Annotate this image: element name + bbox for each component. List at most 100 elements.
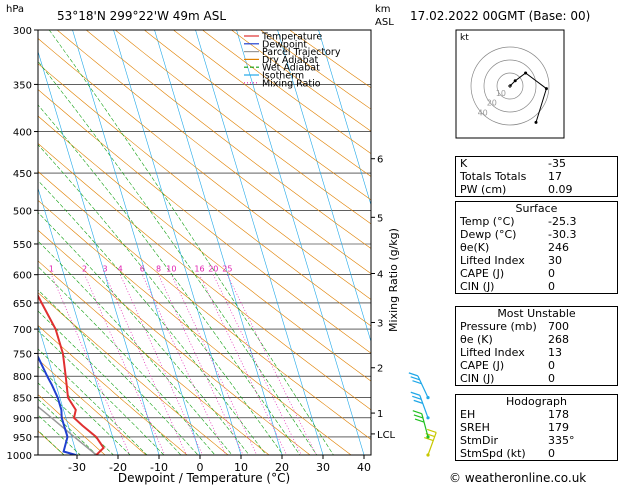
index-row: PW (cm) 0.09 (460, 183, 573, 196)
mixing-ratio-label: 10 (166, 265, 176, 274)
mixing-ratio-label: 4 (118, 265, 123, 274)
dry-adiabat-line (38, 115, 371, 382)
hodograph-ring-label: 40 (478, 108, 488, 117)
wind-barb-flag (424, 436, 434, 442)
mixing-ratio-label: 8 (156, 265, 161, 274)
surface-title: Surface (515, 202, 558, 215)
mu-row: CIN (J) 0 (460, 372, 555, 385)
mixing-ratio-line (171, 274, 258, 455)
mu-row: Pressure (mb) 700 (460, 320, 569, 333)
x-axis-label: Dewpoint / Temperature (°C) (118, 471, 290, 485)
mixing-ratio-line (141, 274, 227, 455)
mixing-ratio-label: 1 (49, 265, 54, 274)
legend-entry: Parcel Trajectory (262, 47, 341, 58)
isotherm-line (38, 187, 119, 455)
wet-adiabat-line (38, 240, 233, 455)
pressure-tick-label: 900 (13, 414, 32, 425)
height-tick-label: 6 (377, 155, 383, 166)
isotherm-line (277, 30, 371, 343)
dry-adiabat-line (85, 30, 371, 249)
wet-adiabat-line (38, 266, 216, 455)
profiles (38, 293, 105, 455)
dry-adiabat-line (38, 63, 371, 327)
legend-entry: Isotherm (262, 71, 304, 82)
hodograph-ring-label: 20 (487, 99, 497, 108)
wind-barb-flag (412, 380, 422, 385)
wind-barbs (408, 372, 437, 457)
surface-row: θe(K) 246 (460, 241, 569, 254)
pressure-tick-label: 1000 (7, 451, 32, 462)
pressure-tick-label: 400 (13, 128, 32, 139)
pressure-tick-label: 450 (13, 169, 32, 180)
dewpoint-line (38, 354, 77, 455)
hodo-row: StmDir 335° (460, 434, 575, 447)
height-tick-label: 4 (377, 270, 383, 281)
hodo-row: EH 178 (460, 408, 569, 421)
wind-barb-dot (426, 396, 430, 400)
hodograph-table: Hodograph EH 178 SREH 179 StmDir 335° StmSp… (455, 394, 618, 461)
mixing-ratio-label: 20 (208, 265, 218, 274)
dry-adiabat-line (38, 38, 371, 300)
wind-barb-flag (427, 428, 437, 434)
hodograph-ring (470, 46, 550, 126)
pressure-tick-label: 800 (13, 372, 32, 383)
index-row: K -35 (460, 157, 566, 170)
dry-adiabat-line (38, 292, 229, 455)
hodograph-ring (496, 72, 524, 100)
mixing-ratio-label: 25 (222, 265, 232, 274)
wet-adiabat-line (38, 211, 250, 455)
legend-entry: Mixing Ratio (262, 78, 321, 89)
wind-barb-flag (412, 395, 422, 400)
mixing-ratio-line (84, 274, 166, 455)
isotherm-line (236, 30, 365, 455)
dry-adiabat-line (38, 394, 106, 455)
copyright: © weatheronline.co.uk (449, 471, 587, 485)
mixing-ratio-label: 2 (82, 265, 87, 274)
wind-barb-flag (408, 372, 419, 377)
isotherm-line (38, 323, 78, 455)
hodograph-point (534, 120, 538, 124)
mixing-ratio-label: 3 (103, 265, 108, 274)
most-unstable-title: Most Unstable (497, 307, 576, 320)
dry-adiabat-line (172, 30, 371, 177)
wind-barb-flag (414, 418, 425, 423)
datetime-label: 17.02.2022 00GMT (Base: 00) (410, 9, 591, 23)
pressure-tick-label: 950 (13, 433, 32, 444)
temperature-tick-label: 30 (316, 461, 330, 474)
legend-entry: Dry Adiabat (262, 55, 319, 66)
wet-adiabat-line (38, 414, 81, 455)
dry-adiabat-line (38, 199, 352, 455)
surface-row: CIN (J) 0 (460, 280, 555, 293)
wind-barb-dot (426, 453, 430, 457)
hodograph-title: Hodograph (506, 395, 567, 408)
most-unstable-table: Most Unstable Pressure (mb) 700 θe (K) 268… (455, 306, 618, 386)
wind-barb-staff (427, 432, 437, 456)
surface-row: Temp (°C) -25.3 (460, 215, 577, 228)
height-tick-label: LCL (377, 430, 396, 441)
temperature-tick-label: 0 (197, 461, 204, 474)
dry-adiabat-line (38, 143, 371, 411)
temperature-tick-label: -20 (109, 461, 127, 474)
hodo-row: SREH 179 (460, 421, 569, 434)
mu-row: Lifted Index 13 (460, 346, 562, 359)
dry-adiabat-line (38, 358, 147, 455)
isotherm-line (38, 50, 160, 455)
mixing-ratio-label: 6 (140, 265, 145, 274)
hodo-row: StmSpd (kt) 0 (460, 447, 555, 460)
dry-adiabat-line (56, 30, 371, 275)
wind-barb-dot (426, 416, 430, 420)
height-tick-label: 3 (377, 318, 383, 329)
pressure-tick-label: 550 (13, 240, 32, 251)
hodograph-point (524, 71, 528, 75)
temperature-tick-label: -30 (68, 461, 86, 474)
plot-frame (37, 29, 372, 456)
wind-barb-flag (413, 399, 423, 404)
mixing-ratio-line (104, 274, 187, 455)
background-lines (38, 30, 371, 455)
height-tick-label: 2 (377, 364, 383, 375)
axes: 1 2 3 4 6 8 10 16 20 2530035040045050055060065070… (7, 26, 400, 485)
wet-adiabat-line (38, 180, 267, 455)
dry-adiabat-line (38, 89, 371, 354)
